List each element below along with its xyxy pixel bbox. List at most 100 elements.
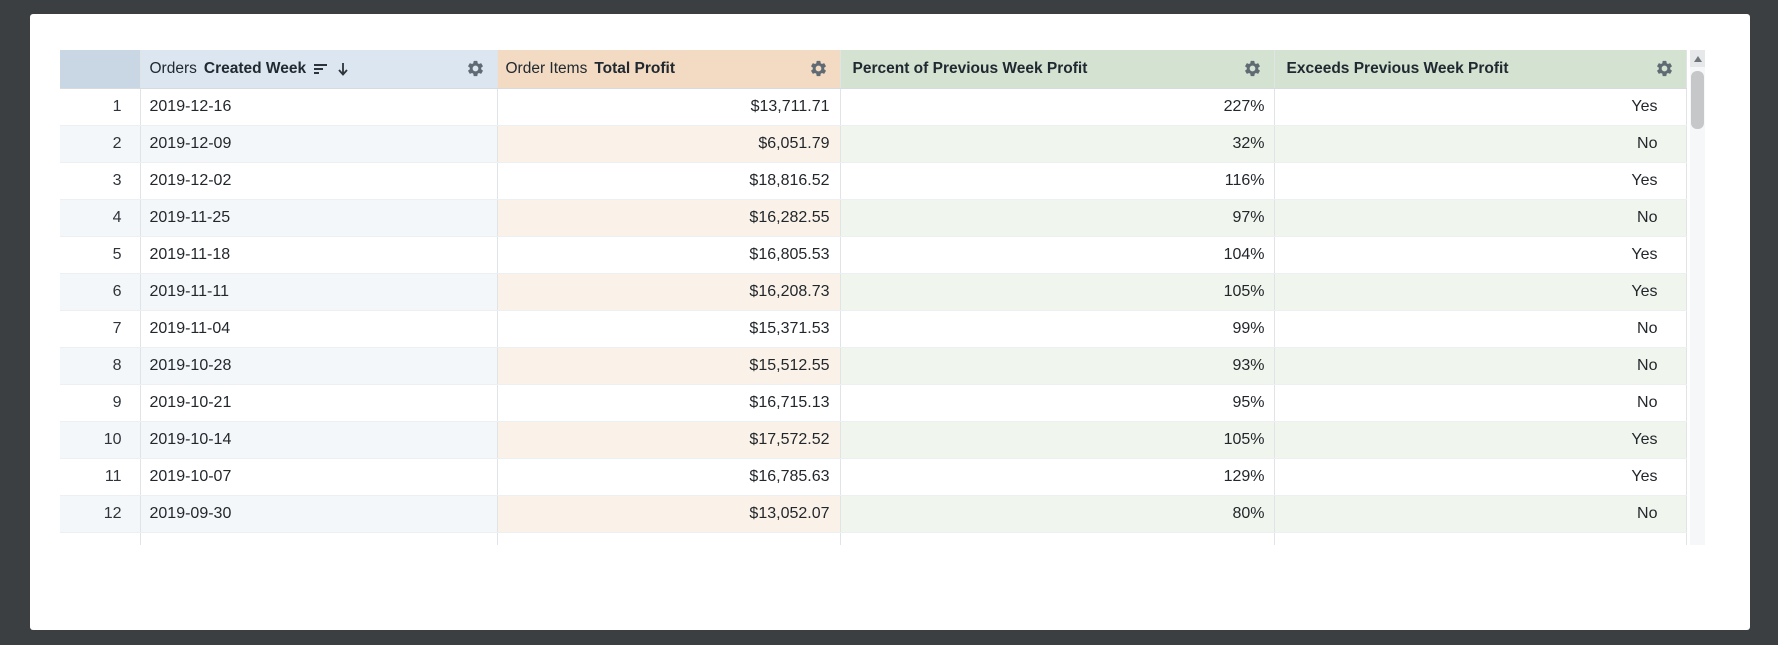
cell-total-profit[interactable]: $16,715.13 — [497, 384, 841, 422]
cell-exceeds-previous-week-profit[interactable]: Yes — [1274, 162, 1687, 200]
column-header-total-profit[interactable]: Order Items Total Profit — [497, 50, 841, 89]
row-number-cell: 3 — [60, 162, 141, 200]
column-header-percent-of-previous-week-profit[interactable]: Percent of Previous Week Profit — [840, 50, 1275, 89]
cell-created-week[interactable]: 2019-11-04 — [140, 310, 498, 348]
sort-desc-arrow-icon — [336, 61, 350, 77]
cell-total-profit[interactable]: $13,711.71 — [497, 88, 841, 126]
cell-created-week[interactable]: 2019-12-02 — [140, 162, 498, 200]
row-number-cell: 7 — [60, 310, 141, 348]
table-row: 2 2019-12-09 $6,051.79 32% No — [60, 125, 1687, 163]
cell-created-week[interactable]: 2019-10-14 — [140, 421, 498, 459]
column-header-exceeds-previous-week-profit[interactable]: Exceeds Previous Week Profit — [1274, 50, 1687, 89]
cell-exceeds-previous-week-profit[interactable]: No — [1274, 384, 1687, 422]
view-label: Orders — [149, 59, 197, 77]
cell-total-profit[interactable]: $15,512.55 — [497, 347, 841, 385]
cell-total-profit[interactable]: $17,572.52 — [497, 421, 841, 459]
cell-percent-of-previous-week-profit[interactable]: 105% — [840, 421, 1275, 459]
row-number-cell: 4 — [60, 199, 141, 237]
table-row: 7 2019-11-04 $15,371.53 99% No — [60, 310, 1687, 348]
cell-percent-of-previous-week-profit[interactable]: 80% — [840, 495, 1275, 533]
table-row: 10 2019-10-14 $17,572.52 105% Yes — [60, 421, 1687, 459]
gear-icon[interactable] — [466, 59, 485, 78]
cell-percent-of-previous-week-profit[interactable]: 227% — [840, 88, 1275, 126]
cell-total-profit[interactable]: $6,051.79 — [497, 125, 841, 163]
table-row: 1 2019-12-16 $13,711.71 227% Yes — [60, 88, 1687, 126]
field-label: Exceeds Previous Week Profit — [1286, 59, 1509, 77]
scrollbar-thumb[interactable] — [1691, 71, 1704, 129]
scroll-up-button[interactable] — [1690, 50, 1705, 67]
cell-created-week[interactable]: 2019-11-18 — [140, 236, 498, 274]
cell-exceeds-previous-week-profit[interactable]: Yes — [1274, 421, 1687, 459]
row-number-cell: 8 — [60, 347, 141, 385]
cell-total-profit[interactable]: $15,371.53 — [497, 310, 841, 348]
cell-created-week[interactable]: 2019-10-07 — [140, 458, 498, 496]
cell-exceeds-previous-week-profit[interactable]: No — [1274, 199, 1687, 237]
cell-total-profit[interactable]: $16,208.73 — [497, 273, 841, 311]
cell-percent-of-previous-week-profit[interactable]: 116% — [840, 162, 1275, 200]
table-row: 5 2019-11-18 $16,805.53 104% Yes — [60, 236, 1687, 274]
table-body: 1 2019-12-16 $13,711.71 227% Yes 2 2019-12-09 $… — [60, 88, 1687, 545]
row-number-cell: 2 — [60, 125, 141, 163]
sort-lines-icon — [313, 61, 329, 77]
cell-created-week[interactable]: 2019-12-16 — [140, 88, 498, 126]
cell-created-week[interactable]: 2019-10-21 — [140, 384, 498, 422]
cell-percent-of-previous-week-profit[interactable]: 104% — [840, 236, 1275, 274]
cell-total-profit[interactable]: $16,785.63 — [497, 458, 841, 496]
cell-created-week[interactable]: 2019-10-28 — [140, 347, 498, 385]
row-number-cell: 12 — [60, 495, 141, 533]
row-number-cell: 10 — [60, 421, 141, 459]
field-label: Percent of Previous Week Profit — [852, 59, 1088, 77]
cell-percent-of-previous-week-profit[interactable]: 95% — [840, 384, 1275, 422]
cell-exceeds-previous-week-profit[interactable]: No — [1274, 310, 1687, 348]
column-header-created-week[interactable]: Orders Created Week — [140, 50, 498, 89]
data-table-card: Orders Created Week — [30, 14, 1750, 630]
gear-icon[interactable] — [1243, 59, 1262, 78]
cell-total-profit[interactable]: $16,282.55 — [497, 199, 841, 237]
cell-total-profit[interactable]: $16,805.53 — [497, 236, 841, 274]
cell-created-week[interactable]: 2019-11-11 — [140, 273, 498, 311]
cell-created-week[interactable]: 2019-11-25 — [140, 199, 498, 237]
row-number-cell: 9 — [60, 384, 141, 422]
cell-exceeds-previous-week-profit[interactable]: Yes — [1274, 88, 1687, 126]
cell-created-week[interactable]: 2019-12-09 — [140, 125, 498, 163]
row-number-cell: 1 — [60, 88, 141, 126]
table-row: 8 2019-10-28 $15,512.55 93% No — [60, 347, 1687, 385]
header-row: Orders Created Week — [60, 50, 1687, 89]
cell-exceeds-previous-week-profit[interactable]: No — [1274, 125, 1687, 163]
cell-percent-of-previous-week-profit[interactable]: 32% — [840, 125, 1275, 163]
cell-percent-of-previous-week-profit[interactable]: 105% — [840, 273, 1275, 311]
cell-created-week[interactable]: 2019-09-30 — [140, 495, 498, 533]
cell-exceeds-previous-week-profit[interactable]: No — [1274, 347, 1687, 385]
data-table: Orders Created Week — [60, 50, 1687, 545]
table-row: 9 2019-10-21 $16,715.13 95% No — [60, 384, 1687, 422]
row-number-cell — [60, 532, 141, 545]
field-label: Total Profit — [594, 59, 675, 77]
cell-created-week — [140, 532, 498, 545]
table-viewport: Orders Created Week — [60, 50, 1690, 545]
cell-total-profit — [497, 532, 841, 545]
cell-percent-of-previous-week-profit[interactable]: 93% — [840, 347, 1275, 385]
cell-percent-of-previous-week-profit[interactable]: 129% — [840, 458, 1275, 496]
gear-icon[interactable] — [1655, 59, 1674, 78]
view-label: Order Items — [505, 59, 588, 77]
cell-total-profit[interactable]: $18,816.52 — [497, 162, 841, 200]
row-number-column-header[interactable] — [60, 50, 141, 89]
table-row: 4 2019-11-25 $16,282.55 97% No — [60, 199, 1687, 237]
cell-exceeds-previous-week-profit[interactable]: Yes — [1274, 273, 1687, 311]
cell-percent-of-previous-week-profit[interactable]: 97% — [840, 199, 1275, 237]
field-label: Created Week — [203, 59, 307, 77]
cell-exceeds-previous-week-profit[interactable]: Yes — [1274, 236, 1687, 274]
vertical-scrollbar[interactable] — [1690, 50, 1705, 545]
scroll-up-icon — [1693, 55, 1702, 62]
cell-percent-of-previous-week-profit — [840, 532, 1275, 545]
cell-percent-of-previous-week-profit[interactable]: 99% — [840, 310, 1275, 348]
cell-exceeds-previous-week-profit — [1274, 532, 1687, 545]
cell-exceeds-previous-week-profit[interactable]: Yes — [1274, 458, 1687, 496]
table-row-partial — [60, 532, 1687, 545]
row-number-cell: 6 — [60, 273, 141, 311]
table-row: 6 2019-11-11 $16,208.73 105% Yes — [60, 273, 1687, 311]
cell-total-profit[interactable]: $13,052.07 — [497, 495, 841, 533]
cell-exceeds-previous-week-profit[interactable]: No — [1274, 495, 1687, 533]
gear-icon[interactable] — [809, 59, 828, 78]
